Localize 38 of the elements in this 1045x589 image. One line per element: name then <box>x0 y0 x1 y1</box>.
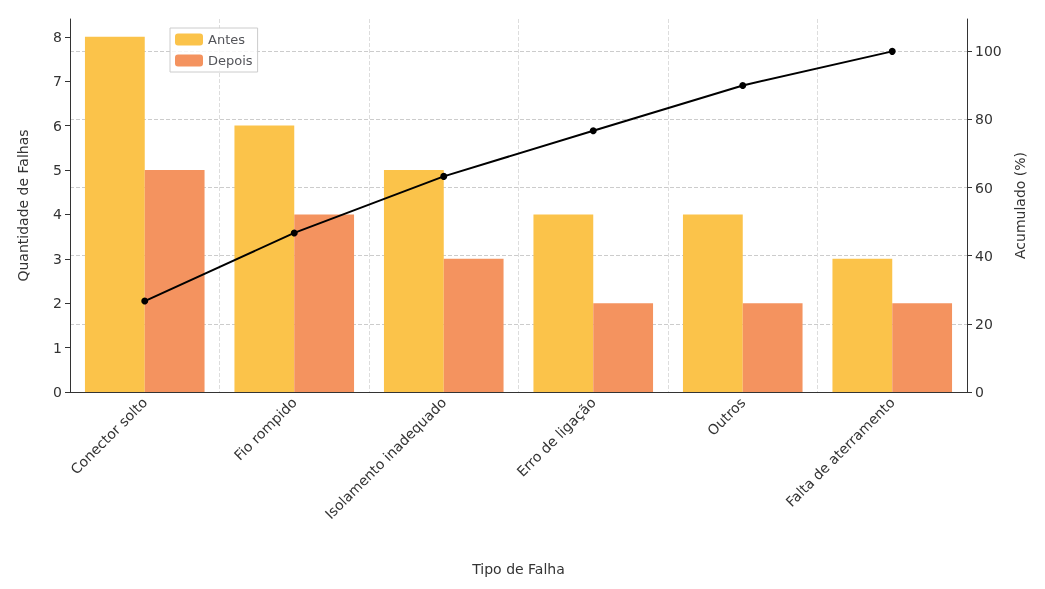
x-axis-title: Tipo de Falha <box>471 561 565 577</box>
point <box>290 229 298 237</box>
y2-tick-label: 80 <box>975 111 993 128</box>
y-tick-label: 3 <box>53 250 62 267</box>
bar <box>533 214 594 392</box>
bar <box>832 258 893 392</box>
bar <box>294 214 355 392</box>
bar <box>84 36 145 392</box>
y2-tick-label: 0 <box>975 384 984 400</box>
point <box>440 172 448 180</box>
y-tick-label: 7 <box>53 73 62 90</box>
y2-tick-label: 40 <box>975 247 993 264</box>
legend-label: Depois <box>208 53 253 68</box>
y2-tick-label: 20 <box>975 315 993 332</box>
bar <box>144 169 205 392</box>
y-tick-label: 5 <box>53 161 62 178</box>
y-tick-label: 4 <box>53 206 63 223</box>
bar <box>682 214 743 392</box>
point <box>888 47 896 55</box>
point <box>739 81 747 89</box>
bar <box>234 125 295 392</box>
y-tick-label: 6 <box>53 117 63 134</box>
y-axis-title: Quantidade de Falhas <box>15 129 31 282</box>
y-tick-label: 8 <box>53 28 62 45</box>
bar <box>443 258 504 392</box>
y2-tick-label: 100 <box>975 43 1002 60</box>
y2-axis-title: Acumulado (%) <box>1011 151 1028 260</box>
bar <box>593 303 654 392</box>
point <box>589 127 597 135</box>
y-tick-label: 1 <box>53 339 62 356</box>
legend-label: Antes <box>208 32 246 47</box>
y-tick-label: 0 <box>53 384 62 400</box>
y-tick-label: 2 <box>53 295 62 312</box>
bar <box>383 169 444 392</box>
bar <box>742 303 803 392</box>
point <box>141 297 149 305</box>
y2-tick-label: 60 <box>975 179 993 196</box>
bar <box>892 303 953 392</box>
